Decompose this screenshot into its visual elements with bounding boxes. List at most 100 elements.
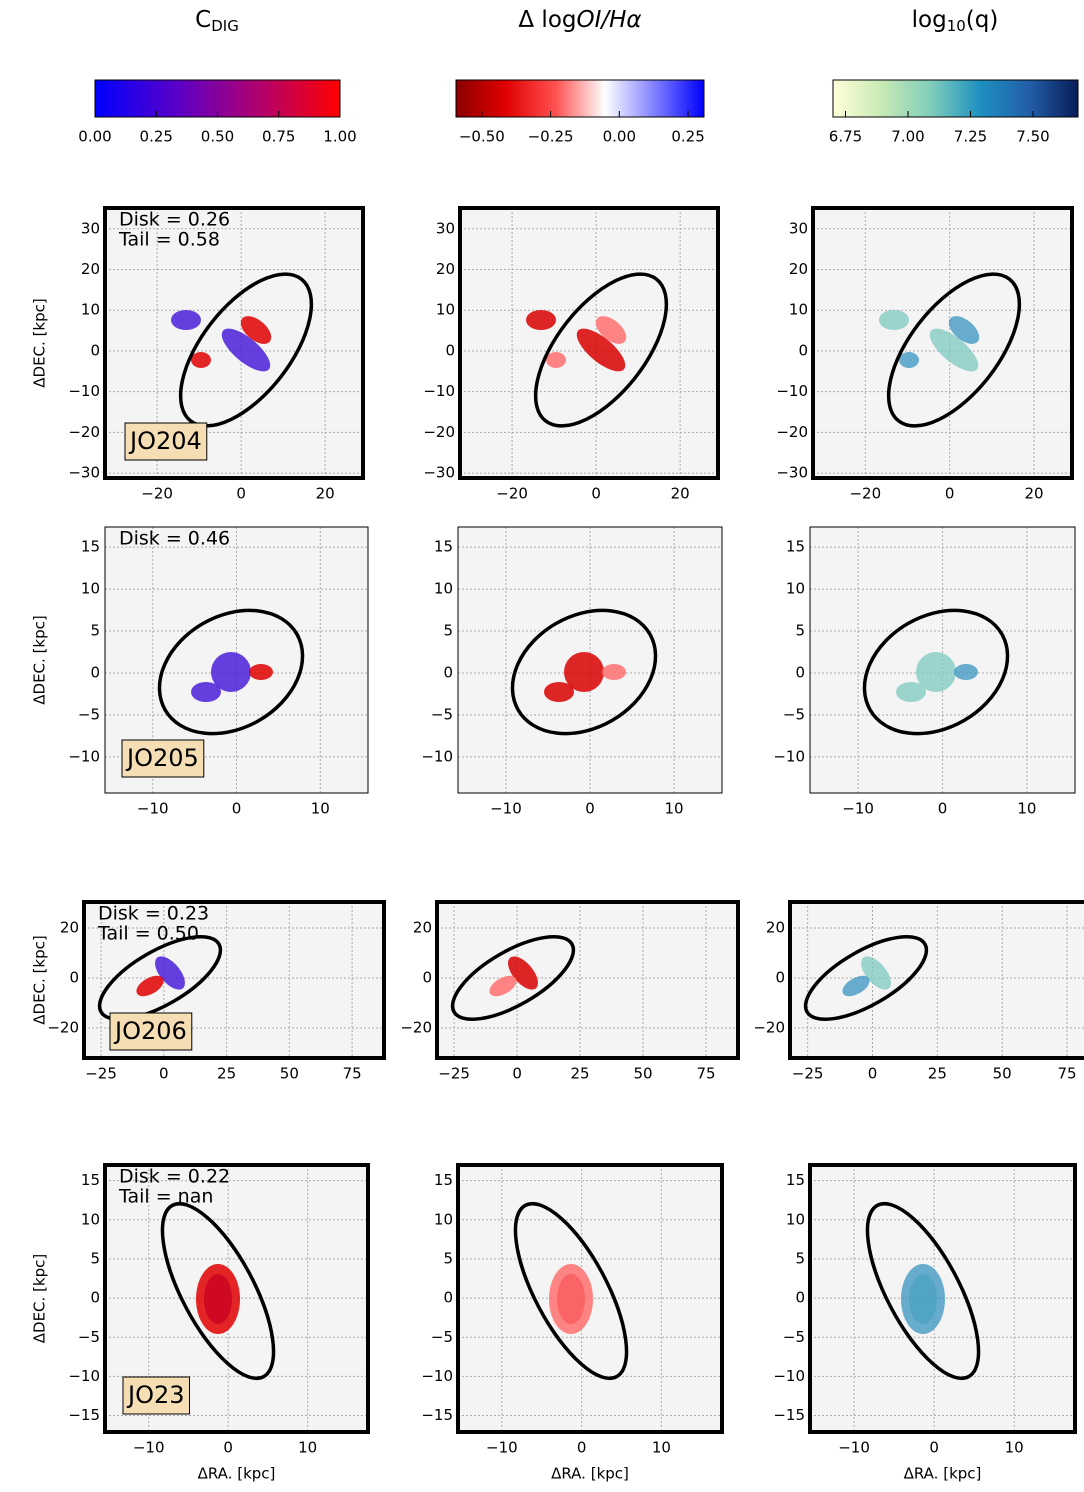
y-tick-label: 0 [443, 664, 453, 682]
galaxy-contour [450, 934, 576, 1022]
annotation: Disk = 0.22 [119, 1166, 230, 1188]
map-region [191, 352, 211, 368]
y-tick-label: −20 [400, 1019, 432, 1037]
y-axis-label: ΔDEC. [kpc] [31, 298, 49, 387]
panel [813, 208, 1072, 478]
y-tick-label: 5 [443, 622, 453, 640]
map-region [191, 682, 221, 702]
y-tick-label: 0 [90, 341, 100, 359]
map-region [954, 664, 978, 680]
panel-frame [435, 900, 740, 1060]
map-region [901, 1264, 945, 1334]
y-tick-label: 10 [789, 301, 808, 319]
y-tick-label: 5 [90, 1249, 100, 1267]
y-tick-label: 10 [81, 580, 100, 598]
y-tick-label: −30 [68, 464, 100, 482]
panel-frame [456, 1163, 724, 1434]
x-tick-label: −10 [133, 1439, 165, 1457]
map-region [896, 682, 926, 702]
y-tick-label: −5 [431, 705, 453, 723]
y-tick-label: 0 [422, 969, 432, 987]
y-tick-label: −5 [783, 705, 805, 723]
x-tick-label: −25 [438, 1065, 470, 1083]
y-tick-label: 15 [786, 1171, 805, 1189]
y-tick-label: 10 [786, 1210, 805, 1228]
galaxy-contour [865, 1201, 981, 1381]
x-axis-label: ΔRA. [kpc] [551, 1465, 629, 1483]
panel [105, 1165, 368, 1432]
y-tick-label: 30 [789, 219, 808, 237]
colorbar-tick-label: 6.75 [829, 128, 862, 146]
colorbar-tick-label: 0.50 [201, 128, 234, 146]
colorbar-tick-label: 7.00 [891, 128, 924, 146]
x-tick-label: 0 [512, 1065, 522, 1083]
y-tick-label: 15 [81, 538, 100, 556]
y-tick-label: 10 [81, 301, 100, 319]
annotation: Disk = 0.23 [98, 903, 209, 925]
map-region [602, 664, 626, 680]
map-region [595, 316, 627, 344]
map-region [508, 956, 538, 990]
y-tick-label: 20 [60, 919, 79, 937]
map-region [211, 652, 251, 692]
column-title: log10(q) [912, 7, 999, 35]
x-tick-label: 10 [311, 800, 330, 818]
y-tick-label: 5 [443, 1249, 453, 1267]
y-tick-label: −5 [783, 1328, 805, 1346]
x-tick-label: −10 [842, 800, 874, 818]
map-region [544, 682, 574, 702]
annotation: Disk = 0.46 [119, 528, 230, 550]
column-title: Δ logOI/Hα [518, 7, 641, 33]
colorbar-tick-label: 7.50 [1016, 128, 1049, 146]
panel [460, 208, 718, 478]
y-tick-label: −10 [423, 382, 455, 400]
x-tick-label: −20 [849, 485, 881, 503]
panel [437, 902, 738, 1058]
galaxy-label-box [124, 422, 208, 461]
y-tick-label: 0 [775, 969, 785, 987]
panel [790, 902, 1084, 1058]
y-tick-label: −30 [776, 464, 808, 482]
map-region [948, 316, 980, 344]
title-part: (q) [966, 7, 999, 33]
y-tick-label: −15 [421, 1406, 453, 1424]
x-tick-label: 0 [232, 800, 242, 818]
map-region [549, 1264, 593, 1334]
x-tick-label: 0 [591, 485, 601, 503]
x-tick-label: 20 [671, 485, 690, 503]
y-tick-label: 10 [786, 580, 805, 598]
map-region [576, 328, 626, 372]
x-tick-label: 0 [159, 1065, 169, 1083]
map-region [546, 352, 566, 368]
galaxy-contour [178, 272, 314, 428]
y-tick-label: −10 [773, 747, 805, 765]
map-region [136, 975, 164, 997]
colorbar-tick-label: 1.00 [323, 128, 356, 146]
x-tick-label: 20 [1024, 485, 1043, 503]
map-region [929, 328, 979, 372]
title-part: log [912, 7, 947, 33]
title-part: 10 [947, 17, 966, 35]
colorbar [94, 79, 341, 118]
x-tick-label: 10 [1017, 800, 1036, 818]
galaxy-label-box [109, 1012, 193, 1051]
y-tick-label: 0 [445, 341, 455, 359]
map-region [171, 310, 201, 330]
map-region [249, 664, 273, 680]
galaxy-contour [97, 934, 223, 1022]
y-axis-label: ΔDEC. [kpc] [31, 1254, 49, 1343]
panel-frame [808, 1163, 1077, 1434]
galaxy-label: JO23 [126, 1381, 185, 1409]
annotation: Tail = 0.58 [118, 229, 220, 251]
galaxy-label-box [121, 739, 205, 778]
y-tick-label: 5 [90, 622, 100, 640]
y-tick-label: −10 [68, 1367, 100, 1385]
x-tick-label: 25 [571, 1065, 590, 1083]
annotation: Tail = 0.50 [97, 923, 199, 945]
title-part: OI/Hα [577, 7, 642, 33]
galaxy-contour [862, 608, 1010, 736]
y-tick-label: 30 [436, 219, 455, 237]
panel [84, 902, 384, 1058]
colorbar-tick-label: −0.25 [528, 128, 574, 146]
